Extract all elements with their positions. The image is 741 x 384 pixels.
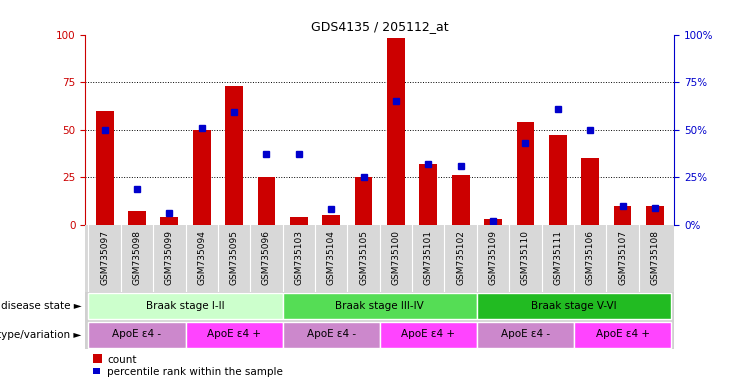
Text: Braak stage I-II: Braak stage I-II [146, 301, 225, 311]
Bar [161, 217, 179, 225]
Bar [477, 293, 671, 319]
Text: GSM735097: GSM735097 [100, 230, 109, 285]
Text: percentile rank within the sample: percentile rank within the sample [107, 367, 283, 377]
Bar [225, 86, 243, 225]
Text: GSM735102: GSM735102 [456, 230, 465, 285]
Text: GSM735108: GSM735108 [651, 230, 659, 285]
Bar [93, 368, 100, 374]
Text: ApoE ε4 +: ApoE ε4 + [596, 329, 650, 339]
Bar [581, 158, 599, 225]
Bar [88, 322, 185, 348]
Text: GSM735101: GSM735101 [424, 230, 433, 285]
Text: Braak stage V-VI: Braak stage V-VI [531, 301, 617, 311]
Text: GSM735109: GSM735109 [488, 230, 497, 285]
Bar [322, 215, 340, 225]
Text: ApoE ε4 -: ApoE ε4 - [113, 329, 162, 339]
Text: GSM735110: GSM735110 [521, 230, 530, 285]
Text: GSM735107: GSM735107 [618, 230, 627, 285]
Bar [646, 206, 664, 225]
Text: GSM735103: GSM735103 [294, 230, 303, 285]
Text: ApoE ε4 +: ApoE ε4 + [207, 329, 261, 339]
Bar [96, 111, 113, 225]
Bar [419, 164, 437, 225]
Bar [477, 322, 574, 348]
Text: GSM735099: GSM735099 [165, 230, 174, 285]
Text: GSM735106: GSM735106 [585, 230, 595, 285]
Text: GSM735105: GSM735105 [359, 230, 368, 285]
Text: ApoE ε4 -: ApoE ε4 - [501, 329, 550, 339]
Bar [549, 135, 567, 225]
Bar [282, 322, 379, 348]
Text: ApoE ε4 +: ApoE ε4 + [402, 329, 455, 339]
Bar [290, 217, 308, 225]
Bar [355, 177, 373, 225]
Bar [282, 293, 477, 319]
Bar [185, 322, 282, 348]
Bar [574, 322, 671, 348]
Bar [452, 175, 470, 225]
Bar [387, 38, 405, 225]
Text: GSM735100: GSM735100 [391, 230, 400, 285]
Text: disease state ►: disease state ► [1, 301, 82, 311]
Bar [258, 177, 276, 225]
Bar [379, 322, 477, 348]
Text: count: count [107, 354, 137, 364]
Bar [93, 354, 102, 363]
Bar [128, 211, 146, 225]
Text: GSM735094: GSM735094 [197, 230, 206, 285]
Bar [614, 206, 631, 225]
Text: GSM735104: GSM735104 [327, 230, 336, 285]
Text: GSM735111: GSM735111 [554, 230, 562, 285]
Text: GSM735098: GSM735098 [133, 230, 142, 285]
Text: GSM735095: GSM735095 [230, 230, 239, 285]
Title: GDS4135 / 205112_at: GDS4135 / 205112_at [311, 20, 448, 33]
Bar [88, 293, 282, 319]
Text: genotype/variation ►: genotype/variation ► [0, 330, 82, 340]
Bar [516, 122, 534, 225]
Text: Braak stage III-IV: Braak stage III-IV [336, 301, 424, 311]
Text: GSM735096: GSM735096 [262, 230, 271, 285]
Bar [193, 130, 210, 225]
Text: ApoE ε4 -: ApoE ε4 - [307, 329, 356, 339]
Bar [484, 219, 502, 225]
